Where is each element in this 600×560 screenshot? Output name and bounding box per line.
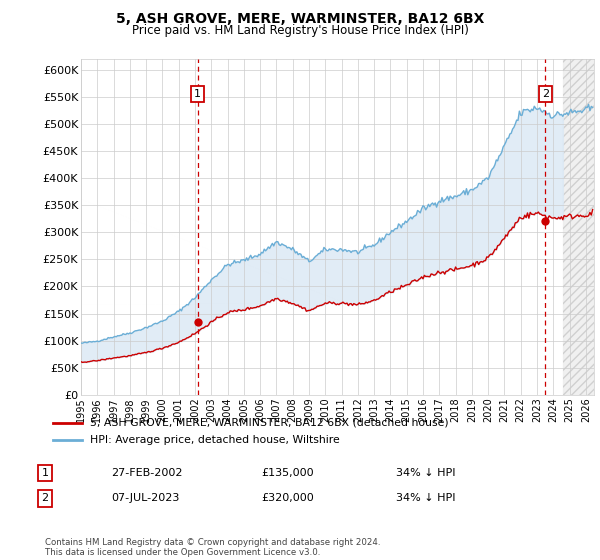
Text: 07-JUL-2023: 07-JUL-2023 xyxy=(111,493,179,503)
Text: Price paid vs. HM Land Registry's House Price Index (HPI): Price paid vs. HM Land Registry's House … xyxy=(131,24,469,37)
Text: 5, ASH GROVE, MERE, WARMINSTER, BA12 6BX: 5, ASH GROVE, MERE, WARMINSTER, BA12 6BX xyxy=(116,12,484,26)
Text: 1: 1 xyxy=(41,468,49,478)
Text: 2: 2 xyxy=(41,493,49,503)
Bar xyxy=(563,59,594,395)
Text: £135,000: £135,000 xyxy=(261,468,314,478)
Text: 2: 2 xyxy=(542,89,549,99)
Text: 27-FEB-2002: 27-FEB-2002 xyxy=(111,468,182,478)
Bar xyxy=(563,59,594,395)
Text: £320,000: £320,000 xyxy=(261,493,314,503)
Text: Contains HM Land Registry data © Crown copyright and database right 2024.
This d: Contains HM Land Registry data © Crown c… xyxy=(45,538,380,557)
Text: 34% ↓ HPI: 34% ↓ HPI xyxy=(396,493,455,503)
Text: 1: 1 xyxy=(194,89,201,99)
Text: HPI: Average price, detached house, Wiltshire: HPI: Average price, detached house, Wilt… xyxy=(89,435,339,445)
Text: 34% ↓ HPI: 34% ↓ HPI xyxy=(396,468,455,478)
Text: 5, ASH GROVE, MERE, WARMINSTER, BA12 6BX (detached house): 5, ASH GROVE, MERE, WARMINSTER, BA12 6BX… xyxy=(89,418,448,428)
